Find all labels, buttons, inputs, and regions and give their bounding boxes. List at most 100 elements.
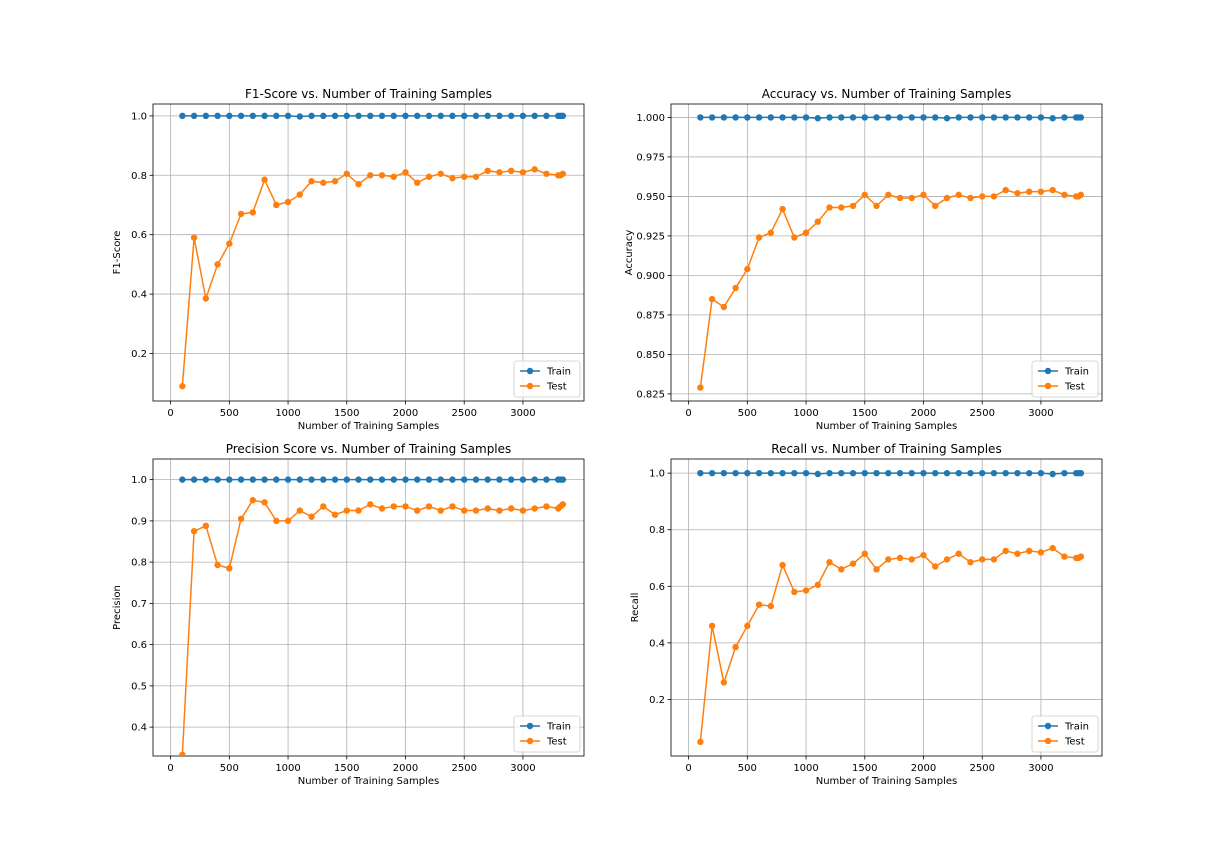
x-tick-label: 3000 [1028, 408, 1053, 419]
x-tick-label: 3000 [1028, 763, 1053, 774]
x-tick-label: 500 [738, 408, 757, 419]
y-axis-label: Recall [630, 593, 641, 623]
data-point-test [755, 234, 763, 241]
subplot-0: 0 500 1000 1500 2000 2500 3000 0.2 0.4 0.6 0.8 1.0 F… [112, 87, 585, 432]
data-point-train [472, 112, 480, 120]
data-point-train [967, 114, 974, 121]
data-point-test [990, 193, 998, 200]
data-point-train [320, 112, 327, 120]
y-tick-label: 0.4 [131, 723, 147, 734]
data-point-train [331, 112, 339, 120]
data-point-test [920, 191, 927, 199]
data-point-test [179, 751, 186, 756]
chart-title: Recall vs. Number of Training Samples [771, 442, 1001, 456]
data-point-test [190, 527, 198, 535]
data-point-train [838, 469, 845, 477]
data-point-train [437, 112, 444, 120]
x-tick-label: 2500 [969, 408, 994, 419]
data-point-train [437, 476, 444, 483]
data-point-test [920, 551, 927, 559]
x-tick-label: 2500 [451, 763, 476, 774]
data-point-train [708, 469, 716, 477]
data-point-test [414, 179, 421, 186]
data-point-train [779, 114, 786, 121]
data-point-test [885, 556, 892, 563]
data-point-test [1014, 190, 1021, 197]
x-tick-label: 1500 [852, 763, 877, 774]
y-tick-label: 0.900 [636, 271, 665, 282]
data-point-test [791, 588, 798, 596]
y-tick-label: 0.8 [131, 171, 147, 182]
data-point-test [908, 194, 915, 202]
data-point-test [967, 559, 974, 566]
data-point-train [708, 114, 716, 121]
data-point-train [461, 476, 468, 483]
x-tick-label: 1500 [334, 763, 359, 774]
data-point-test [861, 550, 868, 557]
data-point-train [849, 469, 857, 477]
x-tick-label: 3000 [510, 408, 535, 419]
legend-marker [526, 737, 534, 745]
data-point-train [543, 476, 550, 483]
legend-label: Test [546, 737, 567, 748]
data-point-train [519, 476, 527, 483]
data-point-train [908, 469, 915, 477]
x-tick-label: 1000 [793, 763, 818, 774]
data-point-test [955, 191, 962, 199]
data-point-test [779, 561, 786, 569]
data-point-test [343, 507, 350, 514]
data-point-train [390, 112, 397, 120]
data-point-test [226, 240, 233, 247]
data-point-test [472, 507, 480, 514]
data-point-test [943, 556, 951, 563]
x-tick-label: 0 [167, 408, 173, 419]
data-point-train [826, 469, 833, 477]
y-tick-label: 0.5 [131, 681, 147, 692]
data-point-test [896, 194, 904, 202]
data-point-test [367, 501, 374, 508]
x-axis-label: Number of Training Samples [816, 421, 958, 432]
data-point-train [308, 476, 315, 483]
legend-label: Train [1064, 367, 1089, 378]
data-point-train [697, 114, 704, 121]
data-point-test [414, 507, 421, 514]
data-point-test [932, 202, 939, 210]
data-point-train [908, 114, 915, 121]
data-point-test [849, 202, 857, 210]
y-tick-label: 0.825 [636, 389, 665, 400]
data-point-train [861, 469, 868, 477]
data-point-test [559, 501, 567, 508]
data-point-train [559, 112, 567, 120]
data-point-train [249, 476, 257, 483]
x-tick-label: 2000 [393, 763, 418, 774]
data-point-train [202, 112, 210, 120]
data-point-test [343, 170, 350, 177]
data-point-train [402, 112, 409, 120]
data-point-train [273, 112, 280, 120]
legend: Train Test [513, 715, 581, 753]
data-point-test [402, 169, 409, 176]
data-point-train [237, 112, 245, 120]
legend-label: Test [546, 382, 567, 393]
legend-marker [1044, 722, 1052, 730]
series-group [179, 112, 567, 390]
y-axis-label: F1-Score [112, 231, 123, 275]
y-tick-label: 0.7 [131, 599, 147, 610]
data-point-train [826, 114, 833, 121]
data-point-test [519, 507, 527, 514]
data-point-train [367, 112, 374, 120]
y-tick-label: 0.975 [636, 152, 665, 163]
data-point-test [437, 170, 444, 177]
data-point-test [943, 194, 951, 202]
legend-label: Test [1064, 737, 1085, 748]
data-point-test [484, 167, 491, 175]
data-point-test [519, 169, 527, 176]
data-point-train [1037, 469, 1045, 477]
data-point-train [791, 469, 798, 477]
data-point-train [885, 469, 892, 477]
data-point-train [284, 112, 292, 120]
axes-frame [670, 103, 1103, 402]
data-point-test [708, 622, 716, 630]
data-point-train [896, 114, 904, 121]
